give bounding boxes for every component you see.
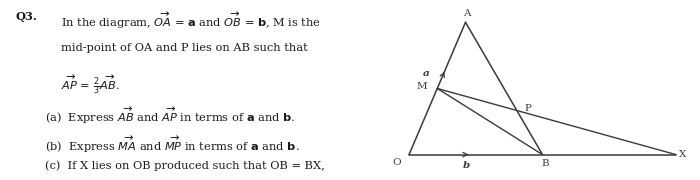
Text: $\overrightarrow{AP}$ = $\frac{2}{3}\overrightarrow{AB}$.: $\overrightarrow{AP}$ = $\frac{2}{3}\ove… bbox=[61, 74, 120, 96]
Text: O: O bbox=[393, 158, 401, 167]
Text: Q3.: Q3. bbox=[15, 11, 37, 22]
Text: mid-point of OA and P lies on AB such that: mid-point of OA and P lies on AB such th… bbox=[61, 43, 307, 53]
Text: b: b bbox=[463, 161, 470, 170]
Text: (c)  If X lies on OB produced such that OB = BX,: (c) If X lies on OB produced such that O… bbox=[45, 160, 325, 171]
Text: In the diagram, $\overrightarrow{OA}$ = $\mathbf{a}$ and $\overrightarrow{OB}$ =: In the diagram, $\overrightarrow{OA}$ = … bbox=[61, 11, 321, 31]
Text: A: A bbox=[463, 9, 470, 18]
Text: a: a bbox=[424, 69, 430, 78]
Text: X: X bbox=[678, 150, 686, 159]
Text: P: P bbox=[524, 104, 531, 113]
Text: B: B bbox=[541, 159, 549, 168]
Text: (b)  Express $\overrightarrow{MA}$ and $\overrightarrow{MP}$ in terms of $\mathb: (b) Express $\overrightarrow{MA}$ and $\… bbox=[45, 135, 300, 155]
Text: M: M bbox=[416, 82, 427, 91]
Text: (a)  Express $\overrightarrow{AB}$ and $\overrightarrow{AP}$ in terms of $\mathb: (a) Express $\overrightarrow{AB}$ and $\… bbox=[45, 106, 295, 126]
